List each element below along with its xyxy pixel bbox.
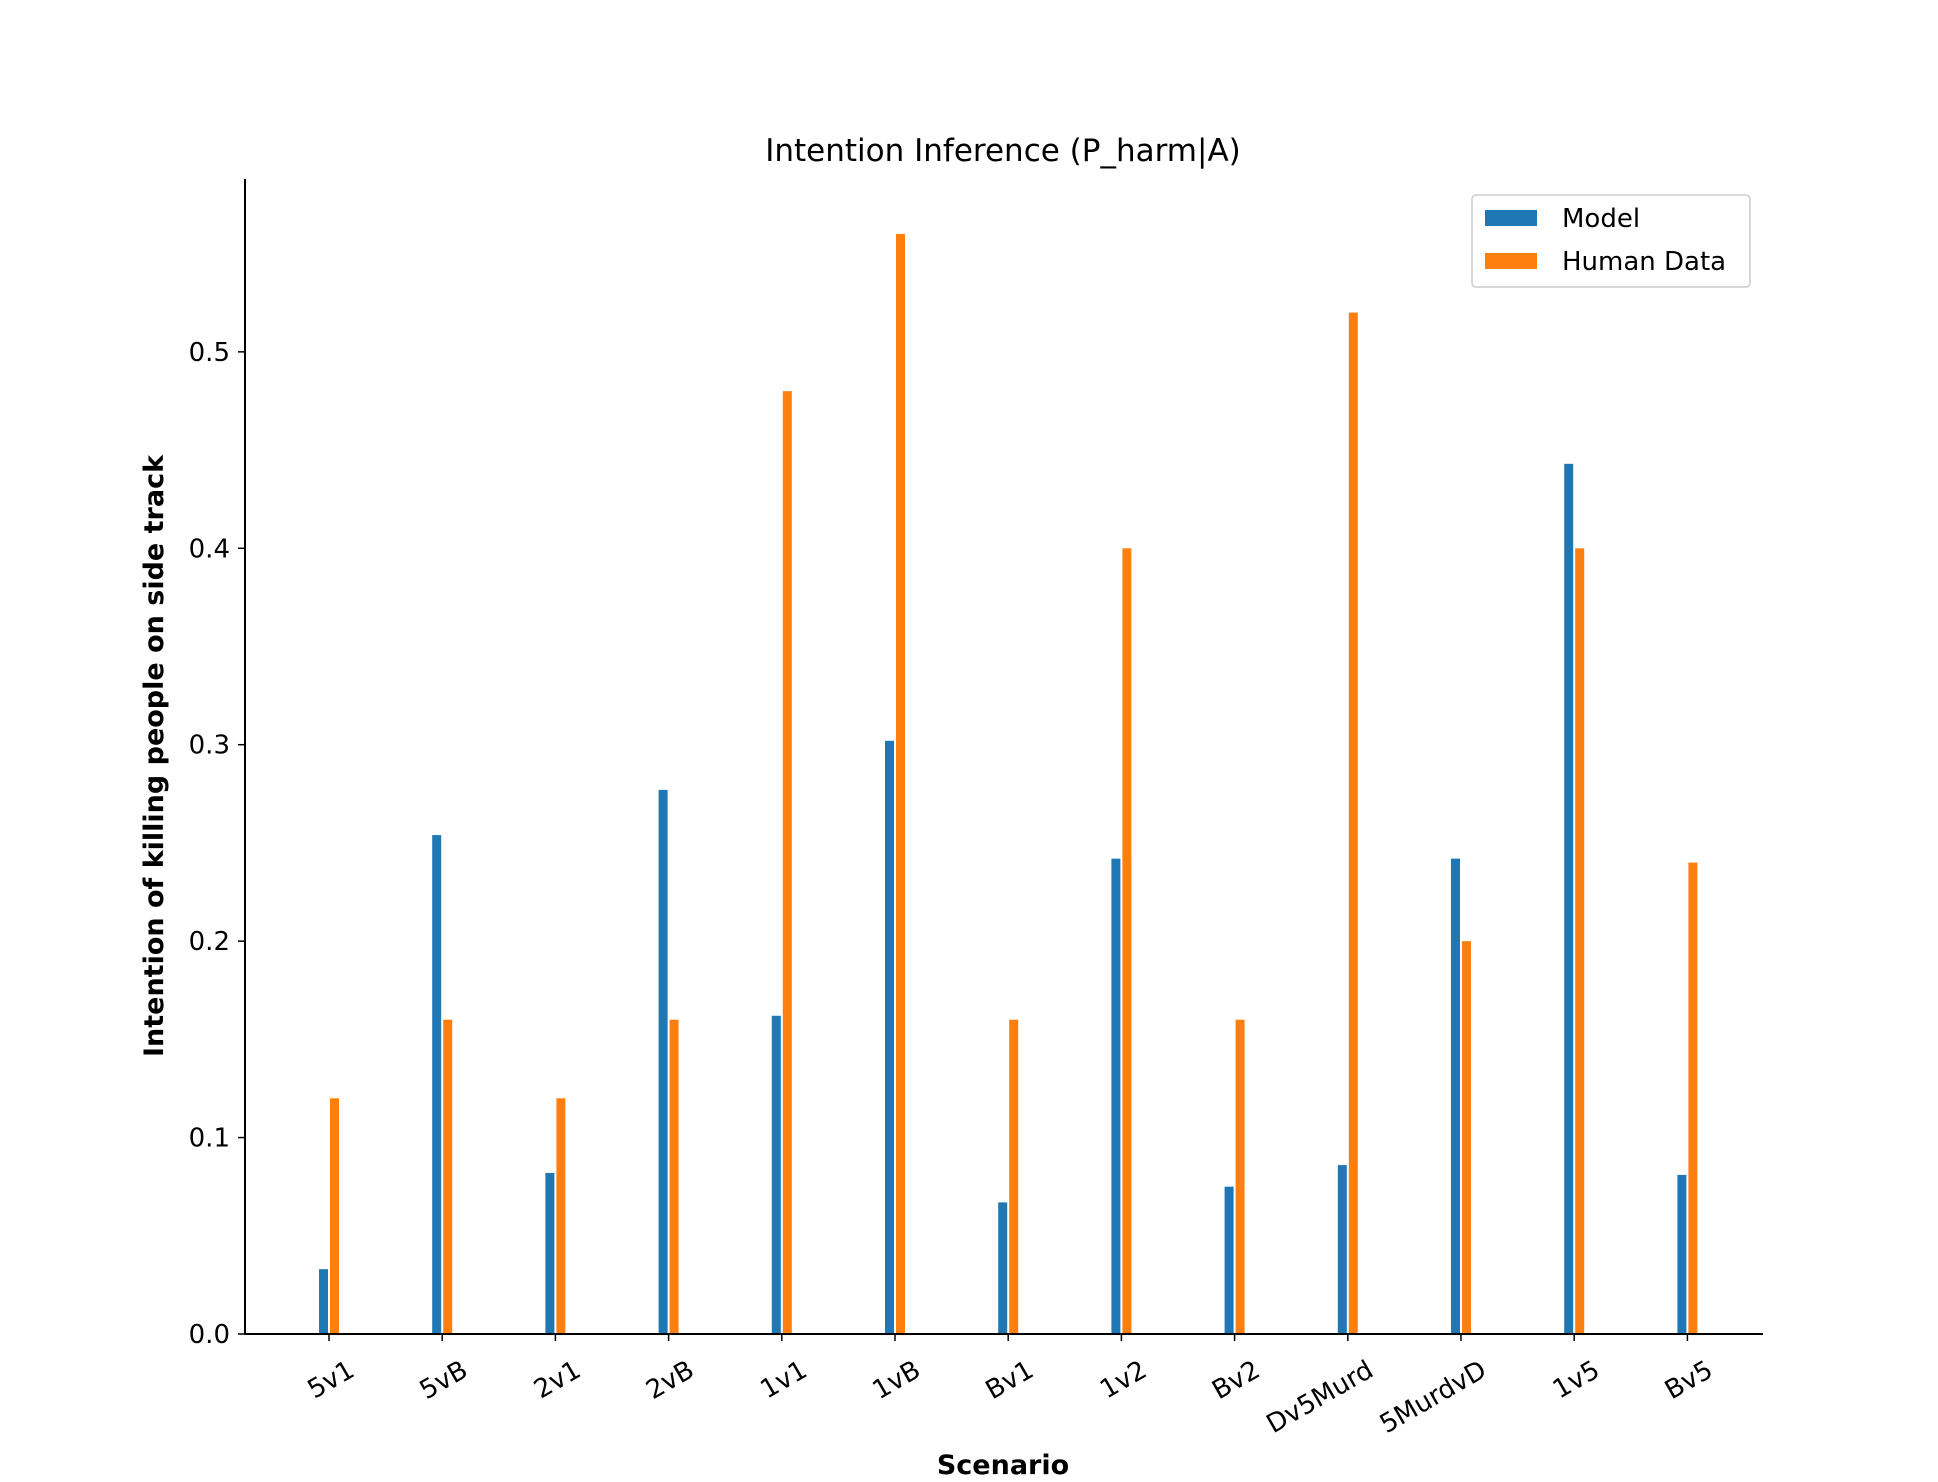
bar-human-data-2vB	[669, 1019, 679, 1334]
bar-model-2vB	[658, 789, 668, 1334]
bar-human-data-Dv5Murd	[1348, 312, 1358, 1335]
bar-human-data-2v1	[556, 1098, 566, 1334]
bar-human-data-5MurdvD	[1462, 941, 1471, 1334]
x-tick-label: Dv5Murd	[1262, 1355, 1379, 1440]
bar-human-data-Bv5	[1688, 862, 1698, 1334]
y-ticks: 0.0 0.1 0.2 0.3 0.4 0.5	[189, 338, 245, 1350]
x-tick-label: 1v1	[756, 1355, 813, 1405]
bar-model-1v5	[1564, 463, 1574, 1335]
bar-model-5vB	[432, 835, 442, 1334]
legend-swatch-model	[1485, 210, 1537, 226]
x-tick-label: Bv5	[1660, 1355, 1718, 1406]
bar-human-data-Bv1	[1009, 1019, 1019, 1334]
bar-model-Bv1	[998, 1202, 1008, 1334]
x-tick-label: 5MurdvD	[1375, 1355, 1492, 1440]
x-tick-label: 1vB	[868, 1355, 926, 1406]
bar-model-1v2	[1111, 858, 1121, 1334]
x-tick-label: Bv1	[981, 1355, 1039, 1406]
bar-model-Dv5Murd	[1337, 1165, 1347, 1334]
x-ticks: 5v1 5vB 2v1 2vB 1v1 1vB Bv1 1v2 Bv2Dv5Murd5Murdv…	[303, 1334, 1718, 1440]
bar-human-data-Bv2	[1235, 1019, 1245, 1334]
y-axis-label: Intention of killing people on side trac…	[139, 454, 170, 1057]
x-tick-label: 2vB	[641, 1355, 699, 1406]
x-tick-label: 1v5	[1548, 1355, 1605, 1405]
bar-human-data-5v1	[330, 1098, 339, 1334]
legend-label-model: Model	[1562, 204, 1640, 234]
x-tick-label: 2v1	[529, 1355, 586, 1405]
bar-human-data-1v1	[782, 391, 792, 1335]
x-tick-label: 5v1	[303, 1355, 360, 1405]
bar-model-Bv2	[1224, 1186, 1234, 1334]
legend-label-human-data: Human Data	[1562, 247, 1726, 277]
y-tick-label: 0.5	[189, 338, 230, 368]
y-tick-label: 0.0	[189, 1320, 230, 1350]
y-tick-label: 0.2	[189, 927, 230, 957]
legend-box	[1471, 194, 1751, 288]
bar-human-data-1v2	[1122, 548, 1132, 1334]
x-axis-label: Scenario	[937, 1450, 1069, 1481]
bars	[319, 234, 1698, 1335]
bar-model-5MurdvD	[1451, 858, 1460, 1334]
bar-model-5v1	[319, 1269, 328, 1334]
x-tick-label: 1v2	[1095, 1355, 1152, 1405]
bar-model-2v1	[545, 1172, 555, 1334]
x-tick-label: Bv2	[1207, 1355, 1265, 1406]
y-tick-label: 0.3	[189, 731, 230, 761]
y-tick-label: 0.4	[189, 534, 230, 564]
legend: Model Human Data	[1471, 194, 1751, 288]
bar-human-data-5vB	[443, 1019, 453, 1334]
bar-human-data-1vB	[896, 234, 905, 1334]
bar-model-1v1	[771, 1015, 781, 1334]
y-tick-label: 0.1	[189, 1124, 230, 1154]
legend-swatch-human-data	[1485, 253, 1537, 269]
bar-human-data-1v5	[1575, 548, 1585, 1334]
bar-model-Bv5	[1677, 1174, 1687, 1334]
x-tick-label: 5vB	[415, 1355, 473, 1406]
bar-model-1vB	[885, 740, 894, 1334]
chart-title: Intention Inference (P_harm|A)	[765, 133, 1241, 169]
